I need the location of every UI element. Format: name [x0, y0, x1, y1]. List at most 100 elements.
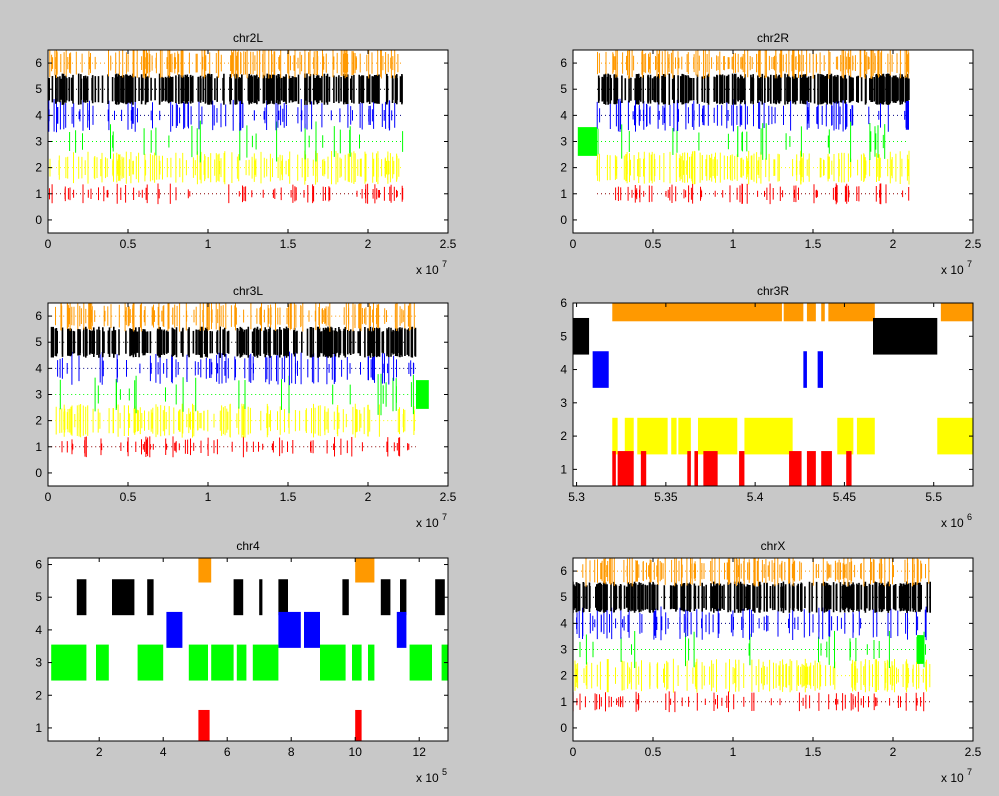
level-6-orange-ticks: [597, 50, 910, 79]
level-1-tick-marks: [49, 183, 404, 205]
marks: [573, 303, 973, 486]
feature-block-level-6: [783, 303, 804, 322]
level-6-tick-marks: [597, 50, 910, 79]
x-tick-label: 1.5: [280, 237, 297, 251]
y-tick-label: 5: [35, 335, 42, 349]
feature-block-level-5: [435, 579, 445, 616]
y-tick-label: 1: [35, 187, 42, 201]
feature-block-level-2: [612, 417, 618, 455]
y-tick-label: 4: [35, 623, 42, 637]
x-tick-label: 5.5: [925, 490, 942, 504]
y-tick-label: 3: [35, 656, 42, 670]
feature-block-level-3: [416, 380, 429, 409]
axes-box: [47, 557, 449, 742]
x-tick-label: 0: [570, 745, 577, 759]
level-3-tick-marks: [69, 120, 404, 163]
x-tick-label: 1: [205, 490, 212, 504]
feature-block-level-5: [573, 317, 590, 355]
x-tick-label: 2.5: [440, 237, 457, 251]
level-1-tick-marks: [61, 436, 410, 458]
y-tick-label: 0: [35, 213, 42, 227]
x-tick-label: 2: [96, 745, 103, 759]
x-tick-label: 2: [890, 745, 897, 759]
x-exponent-label: x 10: [416, 263, 439, 277]
x-tick-label: 2.5: [440, 490, 457, 504]
level-1-red-ticks: [48, 183, 404, 205]
feature-block-level-6: [821, 303, 825, 322]
y-tick-label: 2: [560, 669, 567, 683]
level-2-yellow-ticks: [573, 658, 932, 693]
feature-block-level-1: [355, 709, 362, 741]
feature-block-level-4: [592, 351, 609, 388]
x-tick-label: 2: [365, 490, 372, 504]
x-exponent-label: x 10: [941, 263, 964, 277]
level-2-yellow-ticks: [48, 150, 404, 185]
feature-block-level-1: [640, 451, 647, 486]
y-tick-label: 6: [35, 558, 42, 572]
x-exponent-label: x 10: [941, 771, 964, 785]
level-5-black-ticks: [48, 73, 404, 105]
x-tick-label: 5.35: [654, 490, 678, 504]
level-2-tick-marks: [574, 658, 931, 693]
x-tick-label: 10: [349, 745, 363, 759]
feature-block-level-5: [259, 579, 263, 616]
feature-block-level-1: [846, 451, 852, 486]
y-tick-label: 6: [560, 564, 567, 578]
level-6-orange-ticks: [48, 50, 404, 79]
panel-title: chr3L: [233, 284, 263, 298]
x-tick-label: 0.5: [645, 237, 662, 251]
y-tick-label: 6: [560, 296, 567, 310]
feature-block-level-2: [637, 417, 668, 455]
feature-block-level-2: [856, 417, 875, 455]
x-tick-label: 5.3: [568, 490, 585, 504]
level-3-tick-marks: [597, 121, 886, 162]
panel-chrx: 0 0.5 1 1.5 2 2.5 0 1 2 3 4 5 6 chrX x 10 7: [560, 539, 981, 785]
x-tick-label: 0: [570, 237, 577, 251]
panel-title: chr4: [236, 539, 260, 553]
level-4-tick-marks: [48, 98, 396, 133]
panel-title: chr3R: [757, 284, 789, 298]
level-4-blue-ticks: [48, 98, 404, 133]
x-exponent-power: 7: [442, 512, 447, 522]
x-exponent-label: x 10: [941, 516, 964, 530]
feature-block-level-4: [905, 100, 909, 130]
feature-block-level-2: [624, 417, 634, 455]
level-6-orange-ticks: [573, 558, 932, 587]
x-tick-label: 0.5: [645, 745, 662, 759]
level-4-tick-marks: [576, 606, 927, 641]
y-tick-label: 2: [560, 429, 567, 443]
feature-block-level-3: [211, 644, 234, 681]
x-tick-label: 6: [224, 745, 231, 759]
y-tick-label: 0: [560, 213, 567, 227]
feature-block-level-3: [917, 635, 924, 664]
level-3-green-ticks: [48, 120, 404, 163]
level-5-tick-marks: [48, 73, 403, 105]
x-tick-label: 2: [890, 237, 897, 251]
y-tick-label: 6: [35, 309, 42, 323]
y-tick-label: 2: [560, 161, 567, 175]
feature-block-level-1: [739, 451, 745, 486]
y-tick-label: 3: [35, 388, 42, 402]
x-tick-label: 12: [413, 745, 427, 759]
y-tick-label: 4: [560, 108, 567, 122]
level-3-green-ticks: [51, 373, 416, 416]
y-tick-label: 2: [35, 414, 42, 428]
feature-block-level-6: [940, 303, 973, 322]
y-tick-label: 6: [35, 56, 42, 70]
feature-block-level-1: [806, 451, 816, 486]
feature-block-level-6: [198, 558, 212, 583]
feature-block-level-1: [687, 451, 691, 486]
x-exponent-power: 7: [967, 767, 972, 777]
feature-block-level-3: [368, 644, 375, 681]
x-tick-label: 1.5: [805, 237, 822, 251]
feature-block-level-3: [320, 644, 346, 681]
feature-block-level-2: [698, 417, 738, 455]
level-3-green-ticks: [597, 121, 909, 162]
x-tick-label: 1.5: [280, 490, 297, 504]
feature-block-level-4: [304, 611, 320, 648]
feature-block-level-1: [694, 451, 698, 486]
y-tick-label: 2: [35, 688, 42, 702]
x-tick-label: 0.5: [120, 490, 137, 504]
feature-block-level-6: [355, 558, 375, 583]
x-tick-label: 2.5: [965, 237, 982, 251]
